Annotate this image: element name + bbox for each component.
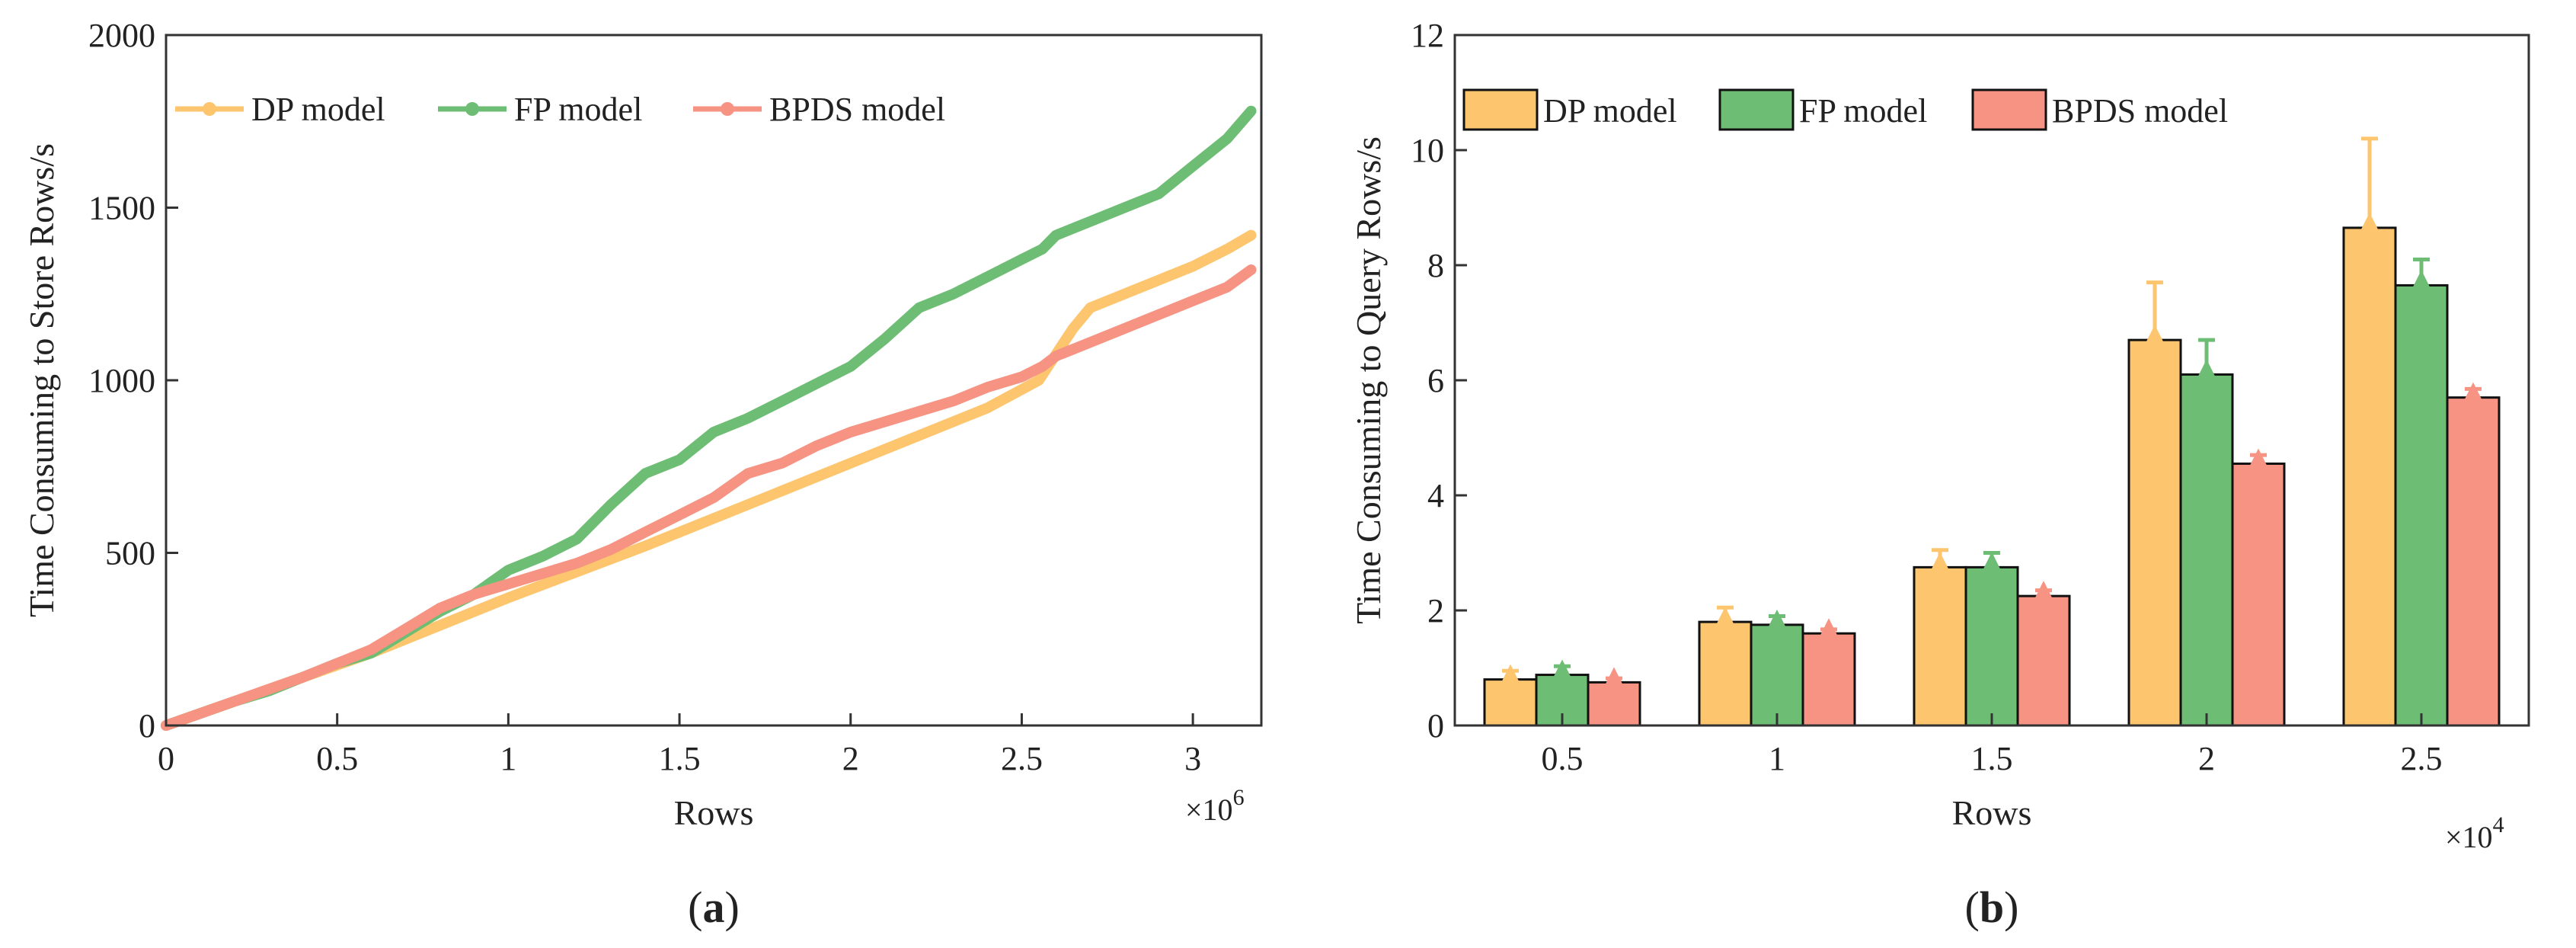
y-axis-label: Time Consuming to Query Rows/s (1349, 136, 1388, 624)
x-axis-label: Rows (674, 793, 754, 832)
x-tick-label: 1.5 (659, 740, 701, 777)
x-tick-label: 1.5 (1971, 740, 2013, 777)
mean-marker-dp (1932, 552, 1948, 569)
mean-marker-bpds (2250, 448, 2267, 466)
bar-bpds (1801, 632, 1856, 727)
y-tick-label: 6 (1427, 362, 1444, 399)
y-tick-label: 1500 (88, 190, 155, 227)
x-tick-label: 2 (2198, 740, 2215, 777)
y-tick-label: 0 (1427, 707, 1444, 745)
multiplier-exponent: 6 (1233, 785, 1245, 810)
legend-label-bpds: BPDS model (2052, 92, 2228, 130)
panel-label-a: (a) (688, 882, 740, 932)
series-line-fp (161, 105, 1257, 731)
x-tick-label: 3 (1184, 740, 1201, 777)
x-tick-label: 1 (1769, 740, 1785, 777)
bar-dp (1483, 678, 1538, 727)
y-axis-label: Time Consuming to Store Rows/s (22, 143, 61, 617)
series-line-bpds (161, 264, 1257, 731)
y-tick-label: 8 (1427, 247, 1444, 284)
legend-label-fp: FP model (514, 91, 642, 128)
mean-marker-bpds (1820, 618, 1837, 636)
x-tick-label: 1 (500, 740, 516, 777)
mean-marker-fp (2413, 270, 2430, 287)
mean-marker-bpds (2465, 382, 2482, 399)
bar-bpds (2231, 462, 2286, 727)
y-tick-label: 12 (1411, 17, 1444, 54)
mean-marker-bpds (1606, 667, 1622, 684)
legend-b: DP model FP model BPDS model (1462, 88, 2228, 131)
bar-dp (1913, 565, 1967, 727)
legend-a: DP model FP model BPDS model (175, 91, 945, 128)
mean-marker-fp (1983, 552, 2000, 569)
series-line-dp (161, 229, 1257, 731)
legend-label-dp: DP model (251, 91, 385, 128)
legend-marker-bpds (721, 102, 734, 116)
x-axis-label: Rows (1952, 793, 2032, 832)
legend-label-fp: FP model (1799, 92, 1927, 130)
x-tick-label: 2.5 (1001, 740, 1043, 777)
plot-frame-a (165, 34, 1263, 727)
legend-marker-dp (203, 102, 216, 116)
legend-label-bpds: BPDS model (769, 91, 945, 128)
multiplier-base: ×10 (1185, 793, 1233, 827)
bar-dp (1698, 620, 1753, 727)
mean-marker-fp (2198, 359, 2215, 376)
bar-bpds (2446, 396, 2501, 727)
legend-swatch-dp (1462, 88, 1539, 131)
legend-swatch-fp (1718, 88, 1795, 131)
bar-fp (2179, 373, 2234, 727)
y-tick-label: 2 (1427, 592, 1444, 629)
bar-dp (2342, 226, 2397, 727)
x-tick-label: 2.5 (2401, 740, 2443, 777)
mean-marker-fp (1554, 659, 1571, 677)
legend-label-dp: DP model (1543, 92, 1677, 130)
bar-bpds (1587, 681, 1641, 727)
mean-marker-bpds (2035, 581, 2052, 598)
bar-fp (1964, 565, 2019, 727)
mean-marker-dp (2146, 325, 2163, 342)
y-tick-label: 4 (1427, 477, 1444, 514)
x-axis-multiplier: ×106 (1185, 785, 1245, 827)
bar-bpds (2016, 594, 2071, 727)
multiplier-exponent: 4 (2493, 812, 2504, 838)
x-axis-multiplier: ×104 (2445, 812, 2504, 854)
x-tick-label: 0.5 (316, 740, 358, 777)
panel-a: 0 0.5 1 1.5 2 2.5 3 0 500 1000 1500 2000 Rows Time Co… (22, 17, 1263, 932)
mean-marker-dp (1502, 664, 1519, 681)
x-tick-label: 0.5 (1542, 740, 1584, 777)
x-tick-label: 0 (158, 740, 174, 777)
bar-fp (2394, 283, 2449, 727)
y-tick-label: 1000 (88, 362, 155, 399)
x-tick-label: 2 (842, 740, 859, 777)
panel-label-b: (b) (1965, 882, 2019, 932)
y-tick-label: 2000 (88, 17, 155, 54)
y-tick-label: 500 (105, 535, 155, 572)
y-tick-label: 0 (139, 707, 155, 745)
mean-marker-fp (1769, 609, 1785, 626)
multiplier-base: ×10 (2445, 820, 2493, 854)
panel-b: 0.5 1 1.5 2 2.5 0 2 4 6 8 10 12 Rows Time Consuming t… (1349, 17, 2530, 932)
bar-dp (2127, 338, 2182, 727)
mean-marker-dp (1717, 607, 1734, 624)
mean-marker-dp (2361, 212, 2378, 229)
y-tick-label: 10 (1411, 132, 1444, 169)
legend-marker-fp (465, 102, 479, 116)
bar-fp (1750, 623, 1804, 727)
legend-swatch-bpds (1971, 88, 2047, 131)
